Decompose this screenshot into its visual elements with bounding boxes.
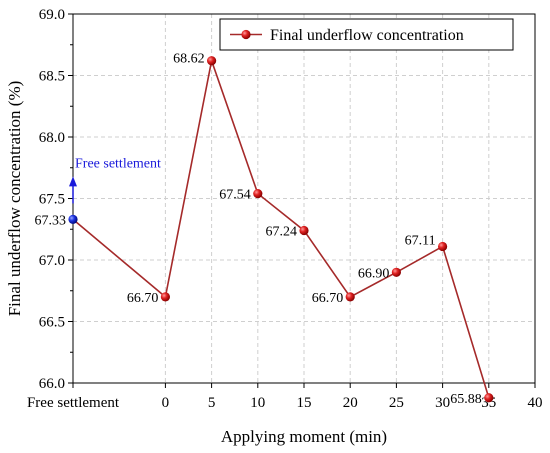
x-tick-label: 5 (208, 395, 216, 411)
x-tick-label: 10 (250, 395, 265, 411)
x-tick-label: 40 (528, 395, 543, 411)
legend-box (219, 18, 514, 51)
data-label: 65.88 (450, 392, 482, 407)
x-axis-title: Applying moment (min) (221, 427, 387, 446)
y-tick-label: 66.0 (39, 376, 65, 392)
data-label: 66.90 (358, 266, 390, 281)
y-axis-title: Final underflow concentration (%) (5, 81, 24, 317)
data-point (484, 393, 494, 403)
y-tick-label: 68.0 (39, 130, 65, 146)
legend: Final underflow concentration (219, 18, 514, 51)
data-point (299, 225, 309, 236)
data-label: 67.11 (405, 233, 436, 248)
data-point (68, 214, 78, 225)
x-tick-label: 15 (297, 395, 312, 411)
data-label: 67.54 (219, 188, 251, 203)
data-point (438, 241, 448, 252)
x-tick-label: 30 (435, 395, 450, 411)
data-point (207, 56, 217, 66)
x-tick-label: 20 (343, 395, 358, 411)
data-labels: 67.33 66.70 68.62 67.54 67.24 66.70 66.90 67.11… (35, 52, 482, 407)
x-tick-label: Free settlement (27, 395, 120, 411)
data-point (345, 292, 355, 302)
x-tick-label: 25 (389, 395, 404, 411)
data-point (391, 267, 401, 277)
y-tick-label: 67.0 (39, 253, 65, 269)
axis-ticks: 66.0 66.5 67.0 67.5 68.0 68.5 69.0 Free settlem… (27, 7, 543, 411)
annotation-text: Free settlement (75, 156, 161, 171)
y-tick-label: 67.5 (39, 192, 65, 208)
series-layer (68, 56, 494, 403)
grid (73, 14, 535, 383)
legend-label: Final underflow concentration (270, 27, 464, 44)
y-tick-label: 68.5 (39, 69, 65, 85)
data-point (253, 188, 263, 199)
data-label: 67.33 (35, 213, 67, 228)
annotation-arrow-head (69, 176, 77, 187)
data-point (160, 292, 170, 302)
legend-marker (241, 29, 251, 40)
y-tick-label: 69.0 (39, 7, 65, 23)
annotation: Free settlement (69, 156, 161, 204)
data-label: 68.62 (173, 52, 205, 67)
y-tick-label: 66.5 (39, 315, 65, 331)
x-tick-label: 0 (162, 395, 170, 411)
data-label: 66.70 (127, 291, 159, 306)
data-label: 67.24 (266, 224, 298, 239)
data-label: 66.70 (312, 291, 344, 306)
